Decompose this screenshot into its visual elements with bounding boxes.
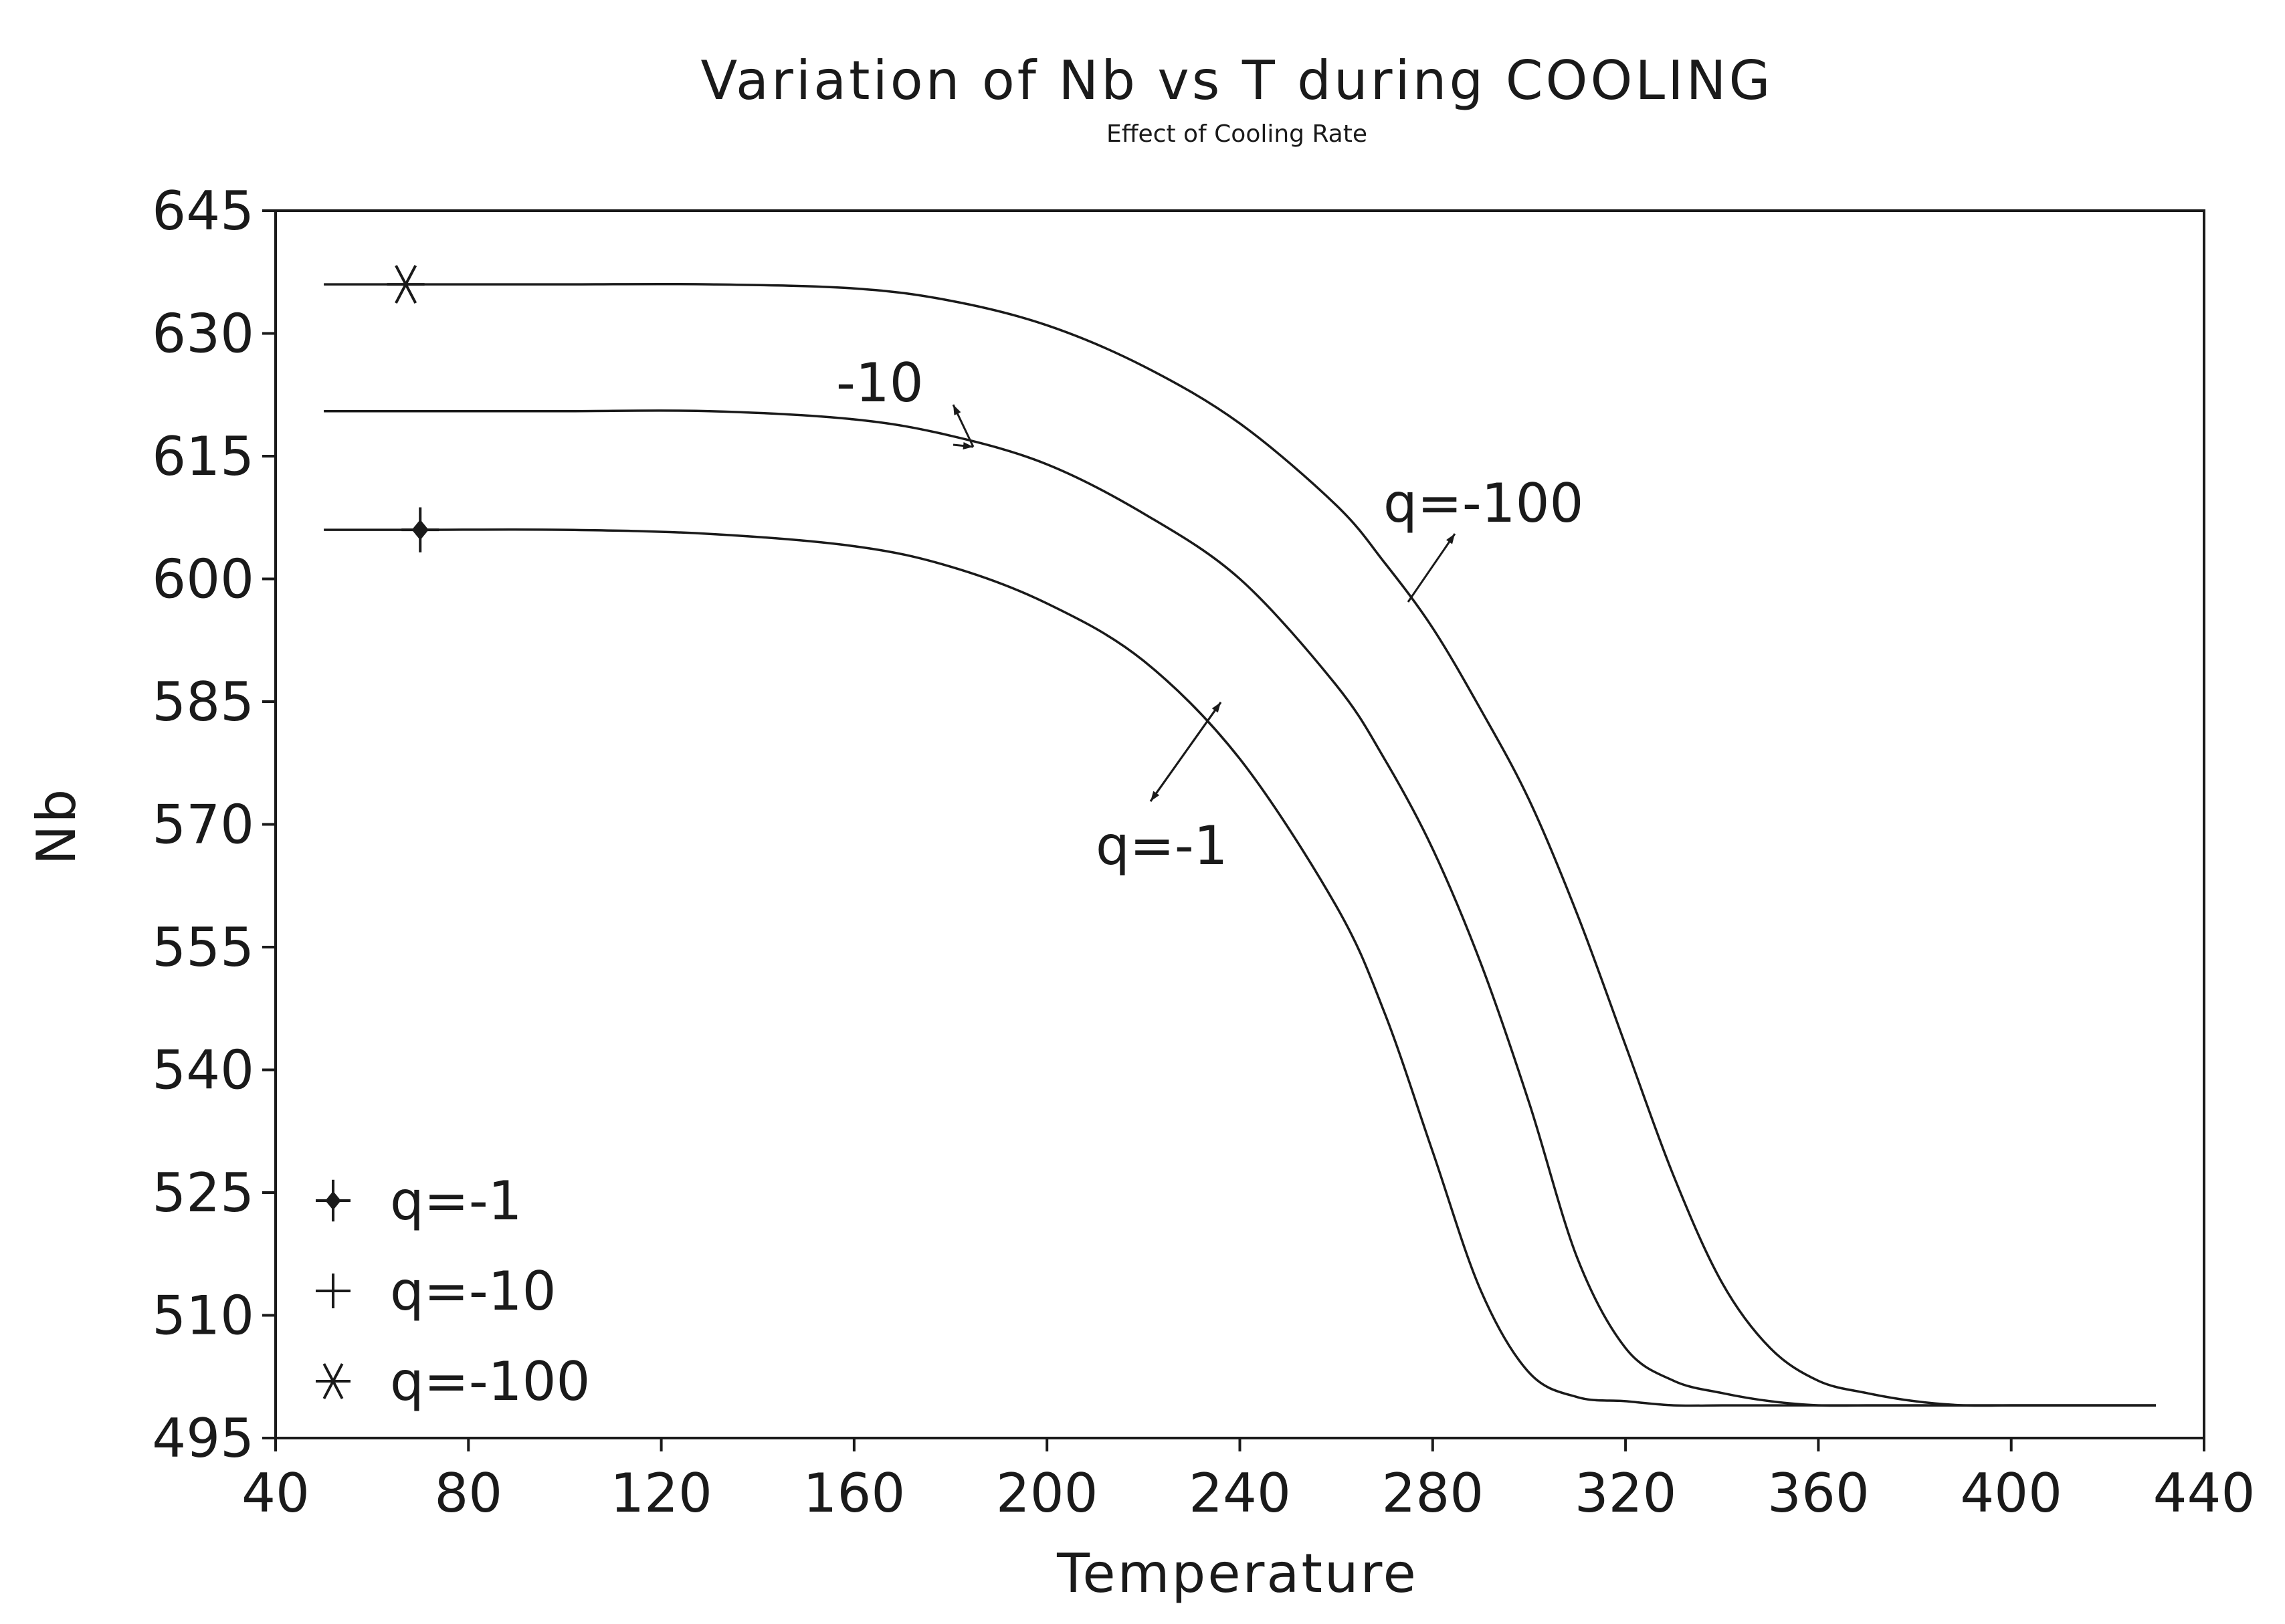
x-tick-label: 160	[803, 1462, 906, 1524]
x-tick-label: 360	[1767, 1462, 1870, 1524]
annotation-label: q=-1	[1096, 815, 1228, 877]
series-q-1-marker-diamond	[411, 519, 429, 540]
y-tick-label: 600	[152, 548, 254, 611]
annotation-label: -10	[836, 352, 924, 414]
series-q-100-line	[324, 282, 2156, 1407]
y-tick-label: 510	[152, 1285, 254, 1347]
chart-subtitle: Effect of Cooling Rate	[1106, 120, 1367, 148]
x-tick-label: 240	[1189, 1462, 1291, 1524]
x-tick-label: 40	[241, 1462, 310, 1524]
plot-area: 495 510 525 540 555 570 585 600 615 630 645 40 80 120…	[152, 180, 2255, 1524]
x-tick-label: 200	[996, 1462, 1098, 1524]
annotation-arrow-down-head	[963, 442, 973, 449]
y-tick-label: 525	[152, 1162, 254, 1224]
annotation-arrow-back-head	[1211, 702, 1221, 713]
series-q-1-line	[324, 528, 2156, 1407]
x-axis-label: Temperature	[1056, 1542, 1418, 1605]
legend-series-q-1-marker-diamond	[325, 1191, 341, 1211]
legend-series-q-1-label: q=-1	[390, 1170, 522, 1232]
legend-series-q-100-label: q=-100	[390, 1350, 590, 1413]
x-tick-label: 320	[1575, 1462, 1677, 1524]
y-tick-label: 570	[152, 794, 254, 856]
x-tick-label: 120	[610, 1462, 712, 1524]
legend-series-q-10-label: q=-10	[390, 1260, 556, 1322]
y-tick-label: 645	[152, 180, 254, 242]
legend-series-q-100-marker-d2	[322, 1363, 344, 1399]
y-tick-label: 555	[152, 916, 254, 979]
annotation-arrow-shaft	[1407, 533, 1456, 603]
annotation-label: q=-100	[1383, 472, 1583, 534]
x-tick-label: 280	[1381, 1462, 1484, 1524]
x-tick-label: 400	[1960, 1462, 2062, 1524]
y-axis-label: Nb	[25, 787, 88, 866]
series-q-100-marker-d2	[395, 265, 417, 304]
annotation-arrow-up-head	[953, 405, 961, 415]
chart-title: Variation of Nb vs T during COOLING	[700, 49, 1773, 112]
x-tick-label: 440	[2153, 1462, 2256, 1524]
series-q-10-line	[324, 409, 2156, 1407]
y-tick-label: 630	[152, 303, 254, 365]
plot-frame	[274, 209, 2205, 1439]
y-tick-label: 540	[152, 1039, 254, 1102]
y-tick-label: 585	[152, 671, 254, 733]
y-tick-label: 615	[152, 425, 254, 488]
x-tick-label: 80	[434, 1462, 502, 1524]
annotation-arrow-head	[1446, 534, 1455, 544]
annotation-arrow-back-shaft	[1149, 702, 1222, 802]
y-tick-label: 495	[152, 1407, 254, 1469]
